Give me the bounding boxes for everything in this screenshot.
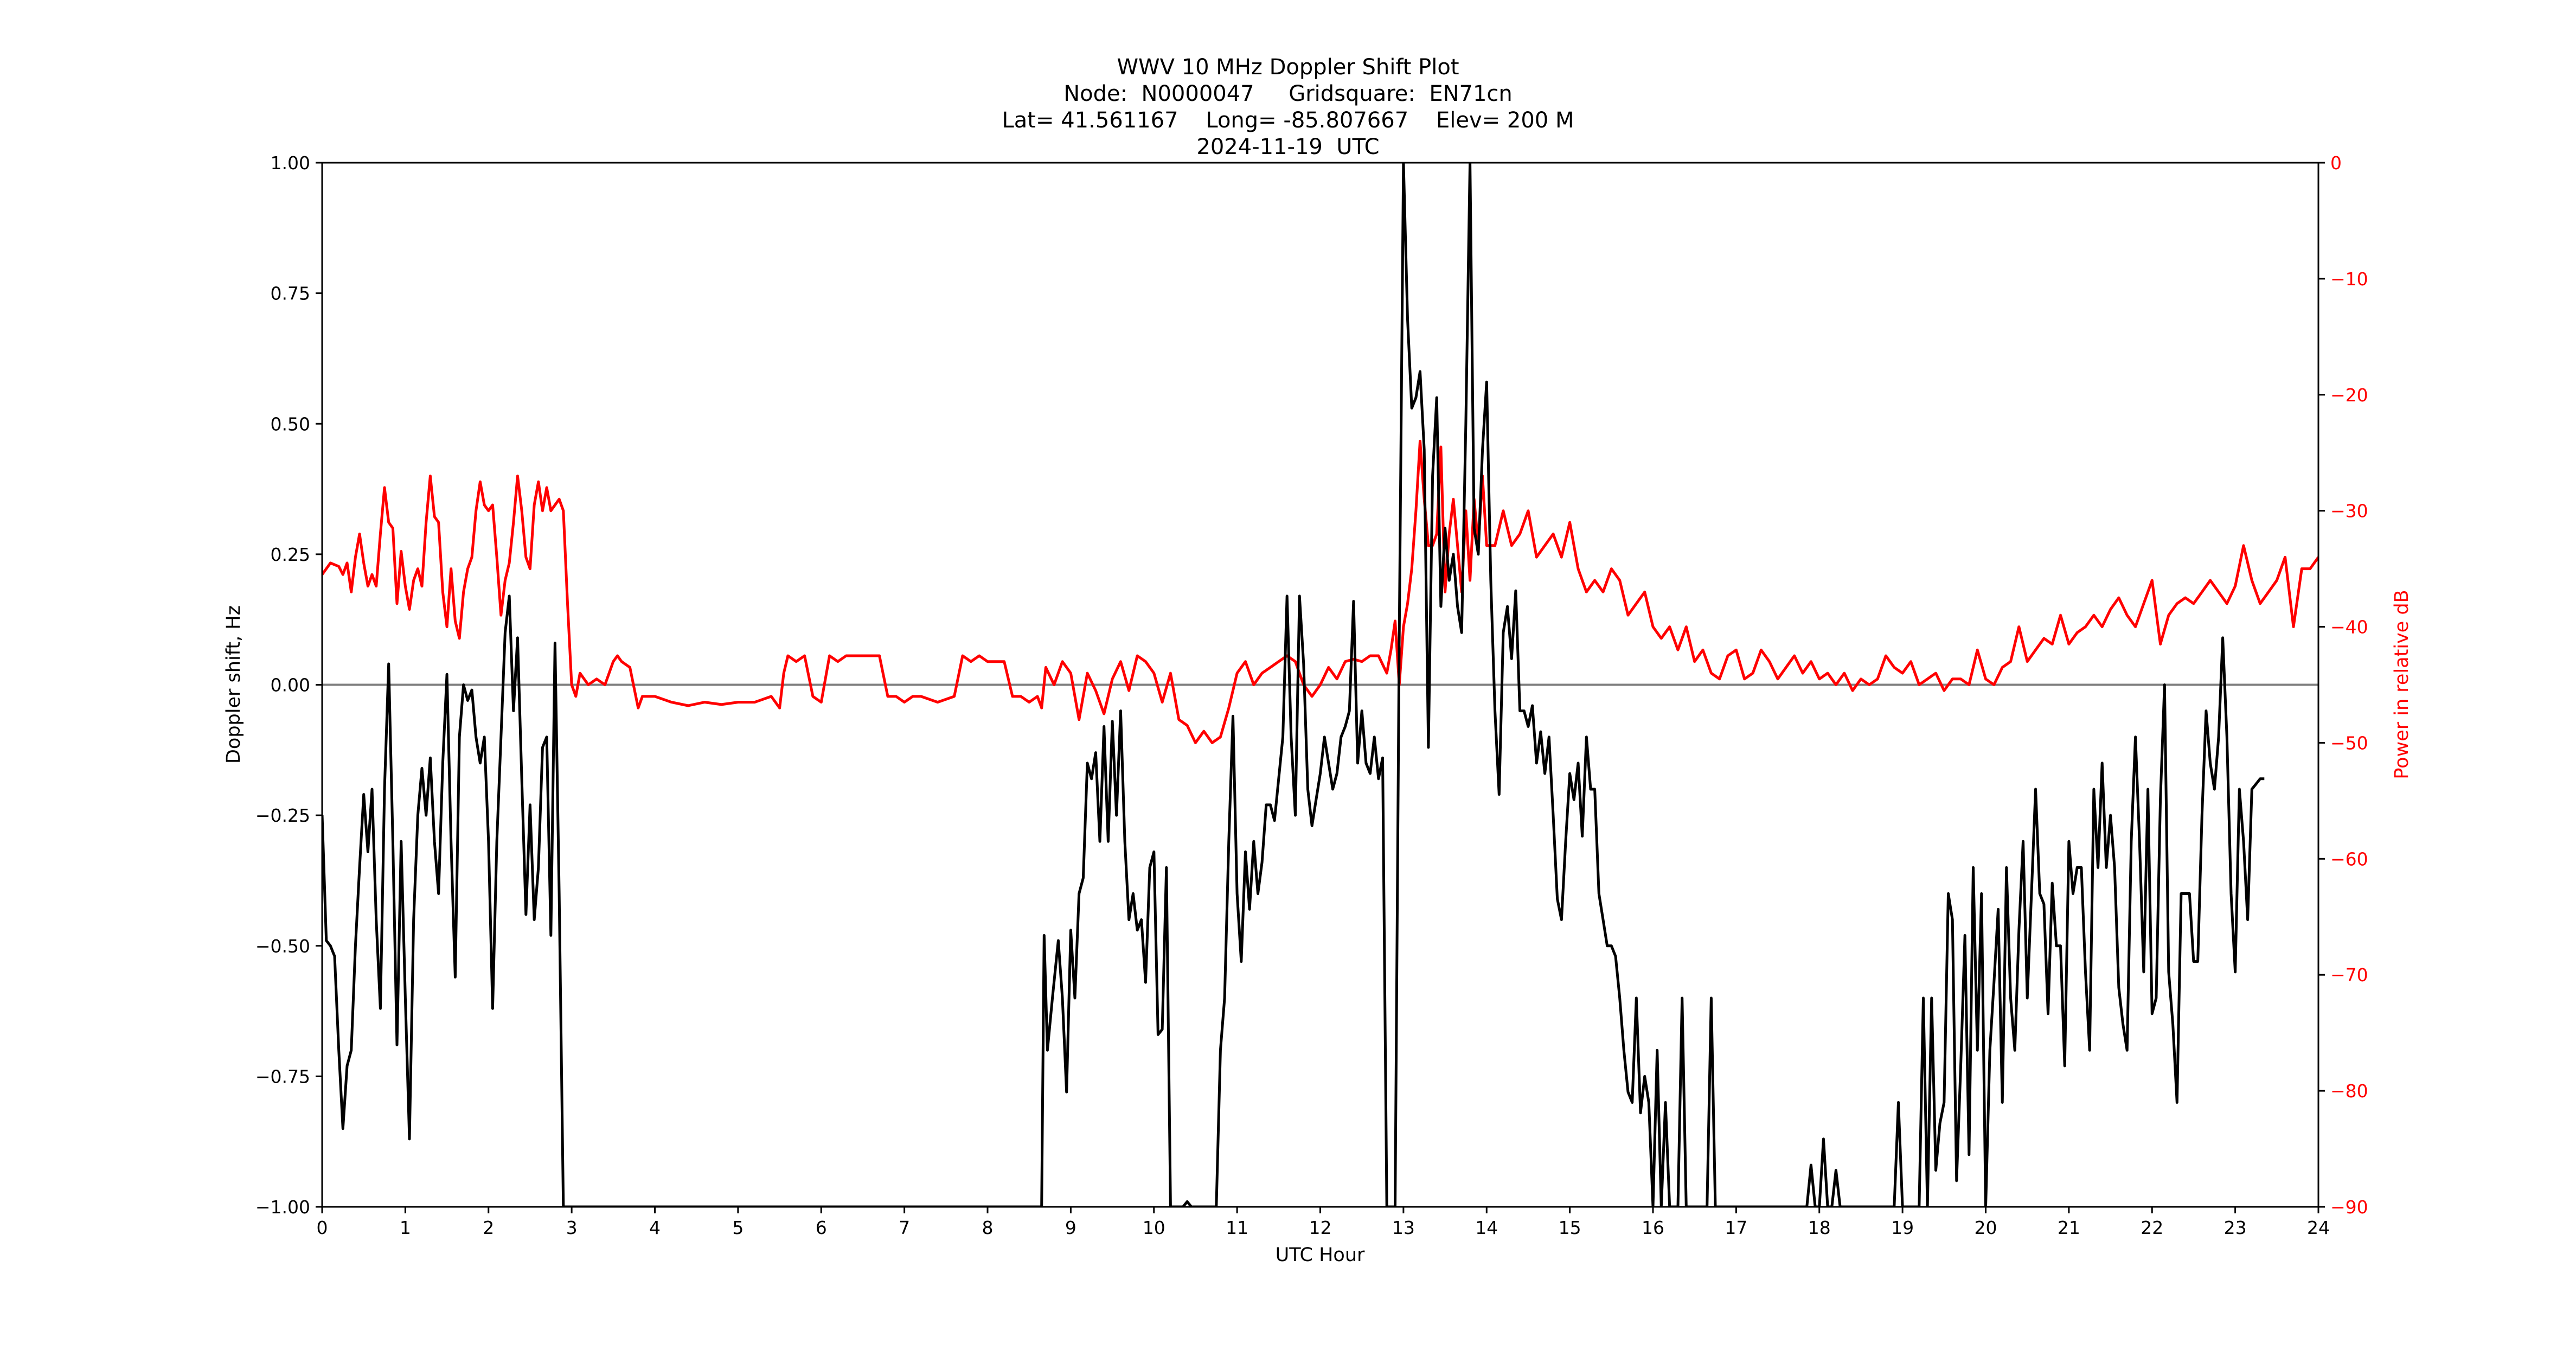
doppler-line xyxy=(322,163,2265,1207)
y2-tick-label: −60 xyxy=(2330,848,2368,869)
right-y-axis-label: Power in relative dB xyxy=(2391,590,2413,779)
x-tick-label: 8 xyxy=(982,1217,994,1238)
x-axis: 0 1 2 3 4 5 6 7 8 9 10 11 12 13 14 15 16 17 18 19 20 21 22 23 24 xyxy=(317,1207,2330,1238)
y-tick-label: −0.50 xyxy=(255,936,310,957)
x-tick-label: 6 xyxy=(816,1217,827,1238)
y2-tick-label: −30 xyxy=(2330,501,2368,522)
y-tick-label: −0.25 xyxy=(255,805,310,826)
power-line xyxy=(322,439,2318,744)
y-tick-label: 0.50 xyxy=(271,413,310,434)
x-tick-label: 11 xyxy=(1226,1217,1248,1238)
chart-title: WWV 10 MHz Doppler Shift Plot Node: N000… xyxy=(0,54,2576,161)
x-tick-label: 23 xyxy=(2224,1217,2247,1238)
y-tick-label: 0.00 xyxy=(271,675,310,696)
x-tick-label: 5 xyxy=(732,1217,744,1238)
x-tick-label: 3 xyxy=(566,1217,578,1238)
title-line-3-location: Lat= 41.561167 Long= -85.807667 Elev= 20… xyxy=(1002,108,1574,133)
x-tick-label: 20 xyxy=(1975,1217,1997,1238)
x-tick-label: 18 xyxy=(1808,1217,1831,1238)
y2-tick-label: 0 xyxy=(2330,152,2342,174)
left-y-axis-label: Doppler shift, Hz xyxy=(223,605,245,764)
y2-tick-label: −40 xyxy=(2330,617,2368,638)
y2-tick-label: −50 xyxy=(2330,732,2368,753)
right-y-axis: 0 −10 −20 −30 −40 −50 −60 −70 −80 −90 xyxy=(2318,152,2368,1218)
x-tick-label: 1 xyxy=(400,1217,411,1238)
x-tick-label: 10 xyxy=(1143,1217,1165,1238)
y2-tick-label: −70 xyxy=(2330,964,2368,986)
x-tick-label: 4 xyxy=(649,1217,661,1238)
x-tick-label: 13 xyxy=(1392,1217,1415,1238)
x-tick-label: 9 xyxy=(1065,1217,1076,1238)
x-tick-label: 17 xyxy=(1725,1217,1747,1238)
x-tick-label: 2 xyxy=(483,1217,494,1238)
y-tick-label: −1.00 xyxy=(255,1197,310,1218)
x-tick-label: 12 xyxy=(1309,1217,1332,1238)
title-line-4-date: 2024-11-19 UTC xyxy=(1196,135,1380,159)
y2-tick-label: −90 xyxy=(2330,1197,2368,1218)
x-axis-label: UTC Hour xyxy=(1276,1244,1365,1266)
y2-tick-label: −10 xyxy=(2330,268,2368,290)
x-tick-label: 16 xyxy=(1642,1217,1664,1238)
x-tick-label: 15 xyxy=(1559,1217,1581,1238)
left-y-axis: 1.00 0.75 0.50 0.25 0.00 −0.25 −0.50 −0.75 −1.00 xyxy=(255,152,322,1218)
x-tick-label: 21 xyxy=(2058,1217,2080,1238)
y2-tick-label: −20 xyxy=(2330,385,2368,406)
x-tick-label: 0 xyxy=(317,1217,328,1238)
x-tick-label: 7 xyxy=(899,1217,910,1238)
y-tick-label: −0.75 xyxy=(255,1066,310,1087)
title-line-2-node-gridsquare: Node: N0000047 Gridsquare: EN71cn xyxy=(1063,81,1513,106)
y-tick-label: 0.75 xyxy=(271,283,310,304)
y-tick-label: 0.25 xyxy=(271,544,310,565)
x-tick-label: 14 xyxy=(1475,1217,1498,1238)
x-tick-label: 22 xyxy=(2141,1217,2163,1238)
y2-tick-label: −80 xyxy=(2330,1080,2368,1102)
y-tick-label: 1.00 xyxy=(271,152,310,174)
x-tick-label: 24 xyxy=(2307,1217,2330,1238)
title-line-1: WWV 10 MHz Doppler Shift Plot xyxy=(1117,55,1459,80)
x-tick-label: 19 xyxy=(1891,1217,1914,1238)
